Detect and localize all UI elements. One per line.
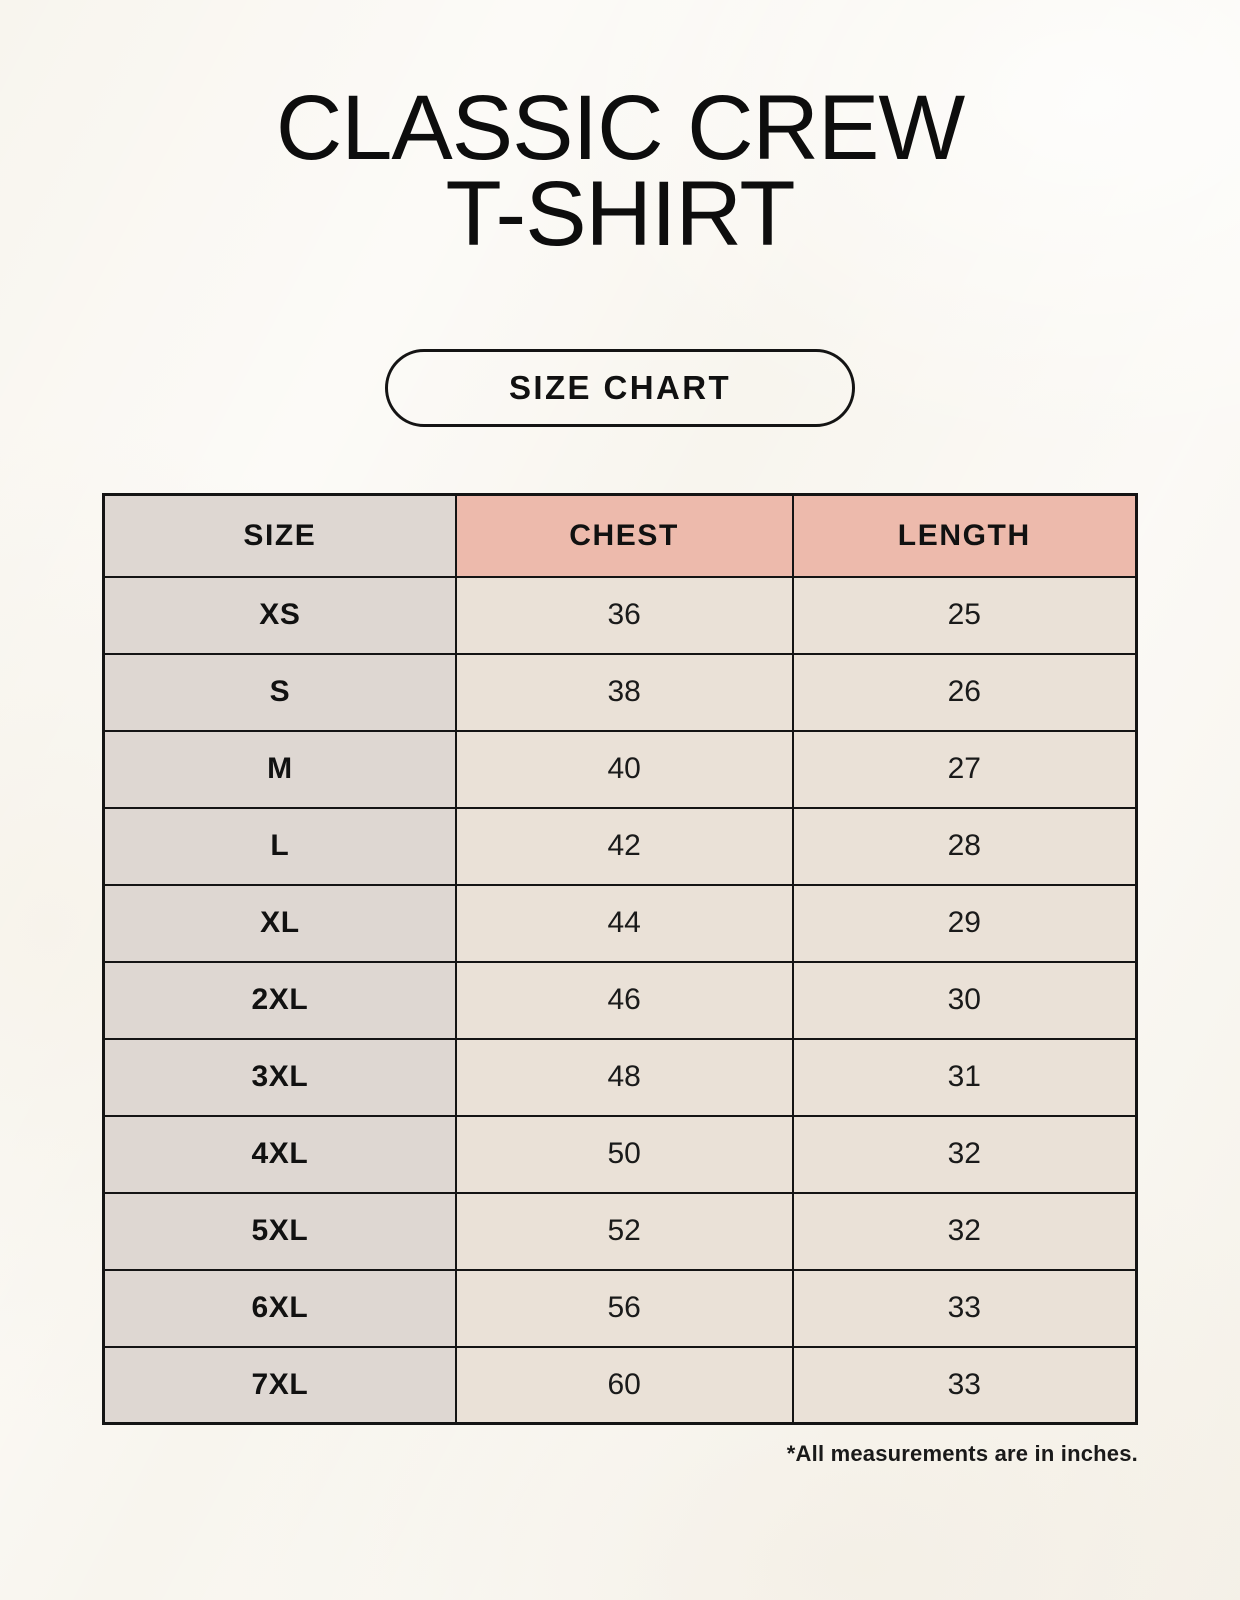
cell-size: 2XL: [102, 960, 457, 1040]
table-row: XL 44 29: [102, 883, 1138, 963]
measurement-units-note: *All measurements are in inches.: [786, 1441, 1138, 1467]
table-row: 7XL 60 33: [102, 1345, 1138, 1425]
table-header-row: SIZE CHEST LENGTH: [102, 493, 1138, 578]
cell-size: XS: [102, 575, 457, 655]
size-table: SIZE CHEST LENGTH XS 36 25 S 38 26 M: [102, 493, 1138, 1426]
cell-length: 33: [791, 1345, 1138, 1425]
cell-size: 5XL: [102, 1191, 457, 1271]
cell-length: 31: [791, 1037, 1138, 1117]
cell-chest: 36: [454, 575, 794, 655]
cell-length: 30: [791, 960, 1138, 1040]
table-row: M 40 27: [102, 729, 1138, 809]
table-row: XS 36 25: [102, 575, 1138, 655]
column-header-size: SIZE: [102, 493, 457, 578]
cell-chest: 48: [454, 1037, 794, 1117]
cell-length: 28: [791, 806, 1138, 886]
table-row: L 42 28: [102, 806, 1138, 886]
cell-length: 29: [791, 883, 1138, 963]
cell-chest: 40: [454, 729, 794, 809]
cell-size: XL: [102, 883, 457, 963]
cell-length: 32: [791, 1114, 1138, 1194]
footnote-row: *All measurements are in inches.: [102, 1441, 1138, 1467]
title-block: CLASSIC CREW T-SHIRT: [0, 0, 1240, 260]
column-header-length: LENGTH: [791, 493, 1138, 578]
cell-size: 7XL: [102, 1345, 457, 1425]
column-header-chest: CHEST: [454, 493, 794, 578]
cell-size: L: [102, 806, 457, 886]
page-title-line-2: T-SHIRT: [445, 162, 795, 265]
table-row: 5XL 52 32: [102, 1191, 1138, 1271]
pill-container: SIZE CHART: [0, 349, 1240, 428]
table-body: XS 36 25 S 38 26 M 40 27 L 42 28: [102, 575, 1138, 1425]
table-header: SIZE CHEST LENGTH: [102, 493, 1138, 578]
cell-chest: 44: [454, 883, 794, 963]
cell-chest: 50: [454, 1114, 794, 1194]
cell-size: 3XL: [102, 1037, 457, 1117]
cell-size: M: [102, 729, 457, 809]
size-table-container: SIZE CHEST LENGTH XS 36 25 S 38 26 M: [102, 493, 1138, 1426]
cell-chest: 42: [454, 806, 794, 886]
page-title: CLASSIC CREW T-SHIRT: [240, 82, 1000, 260]
cell-size: 6XL: [102, 1268, 457, 1348]
cell-length: 32: [791, 1191, 1138, 1271]
table-row: 2XL 46 30: [102, 960, 1138, 1040]
cell-size: 4XL: [102, 1114, 457, 1194]
cell-length: 25: [791, 575, 1138, 655]
cell-length: 33: [791, 1268, 1138, 1348]
table-row: 4XL 50 32: [102, 1114, 1138, 1194]
cell-length: 27: [791, 729, 1138, 809]
cell-chest: 38: [454, 652, 794, 732]
cell-chest: 56: [454, 1268, 794, 1348]
table-row: 6XL 56 33: [102, 1268, 1138, 1348]
table-row: S 38 26: [102, 652, 1138, 732]
cell-length: 26: [791, 652, 1138, 732]
size-chart-badge[interactable]: SIZE CHART: [385, 349, 855, 428]
cell-chest: 60: [454, 1345, 794, 1425]
table-row: 3XL 48 31: [102, 1037, 1138, 1117]
cell-chest: 52: [454, 1191, 794, 1271]
cell-chest: 46: [454, 960, 794, 1040]
cell-size: S: [102, 652, 457, 732]
